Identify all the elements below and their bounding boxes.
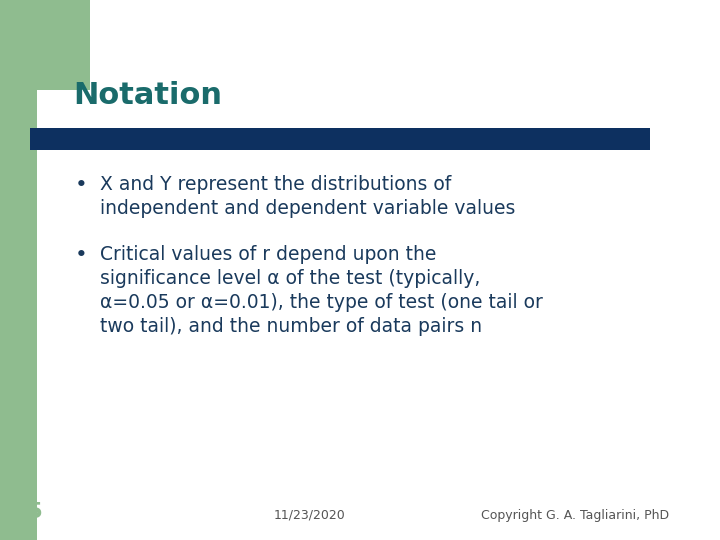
Text: significance level α of the test (typically,: significance level α of the test (typica… [100,269,480,288]
Bar [73,95,720,540]
Text: α=0.05 or α=0.01), the type of test (one tail or: α=0.05 or α=0.01), the type of test (one… [100,293,543,312]
Bar [55,0,720,90]
Text: 25: 25 [13,502,43,522]
Text: •: • [75,245,88,265]
Text: •: • [75,175,88,195]
Text: X and Y represent the distributions of: X and Y represent the distributions of [100,175,451,194]
Text: Notation: Notation [73,81,222,110]
FancyBboxPatch shape [37,0,720,540]
Polygon shape [55,90,90,160]
Text: two tail), and the number of data pairs n: two tail), and the number of data pairs … [100,317,482,336]
Bar [0,0,55,540]
Polygon shape [55,90,125,160]
Bar [30,128,650,150]
Bar [0,0,720,90]
Text: Copyright G. A. Tagliarini, PhD: Copyright G. A. Tagliarini, PhD [481,509,669,522]
Text: 11/23/2020: 11/23/2020 [274,509,346,522]
Text: Critical values of r depend upon the: Critical values of r depend upon the [100,245,436,264]
Bar [0,0,90,90]
Text: independent and dependent variable values: independent and dependent variable value… [100,199,516,218]
